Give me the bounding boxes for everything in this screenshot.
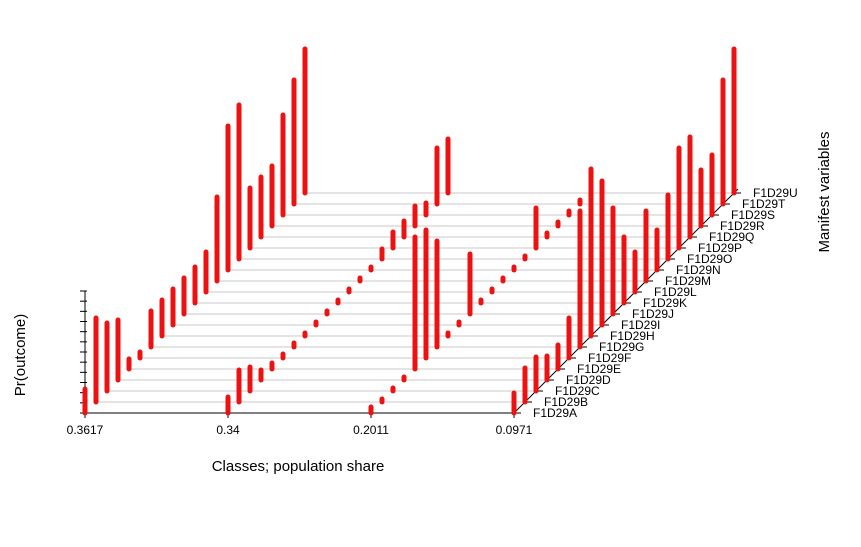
- class-label: 0.3617: [67, 423, 104, 437]
- variable-label: F1D29E: [577, 362, 621, 376]
- variable-label: F1D29A: [533, 406, 577, 420]
- y-axis-title: Pr(outcome): [12, 314, 29, 397]
- class-label: 0.0971: [496, 423, 533, 437]
- x-axis-title: Classes; population share: [212, 458, 385, 475]
- variable-label: F1D29G: [599, 340, 644, 354]
- variable-label: F1D29N: [676, 263, 721, 277]
- variable-label: F1D29I: [621, 318, 660, 332]
- variable-label: F1D29M: [665, 274, 711, 288]
- grid-layer: [85, 192, 734, 414]
- class-label: 0.34: [216, 423, 240, 437]
- z-axis-title: Manifest variables: [816, 132, 833, 253]
- variable-label: F1D29J: [632, 307, 674, 321]
- variable-label: F1D29S: [731, 208, 775, 222]
- variable-label: F1D29T: [742, 197, 786, 211]
- variable-label: F1D29L: [654, 285, 697, 299]
- label-layer: 0.3617 0.34 0.2011 0.0971F1D29AF1D29BF1D29C…: [67, 186, 798, 437]
- variable-label: F1D29U: [753, 186, 798, 200]
- variable-label: F1D29Q: [709, 230, 754, 244]
- variable-label: F1D29O: [687, 252, 732, 266]
- class-label: 0.2011: [353, 423, 389, 437]
- variable-label: F1D29P: [698, 241, 742, 255]
- variable-label: F1D29K: [643, 296, 687, 310]
- variable-label: F1D29R: [720, 219, 765, 233]
- variable-label: F1D29H: [610, 329, 655, 343]
- variable-label: F1D29F: [588, 351, 631, 365]
- variable-label: F1D29D: [566, 373, 611, 387]
- variable-label: F1D29C: [555, 384, 600, 398]
- bar-layer: [82, 46, 737, 416]
- variable-label: F1D29B: [544, 395, 588, 409]
